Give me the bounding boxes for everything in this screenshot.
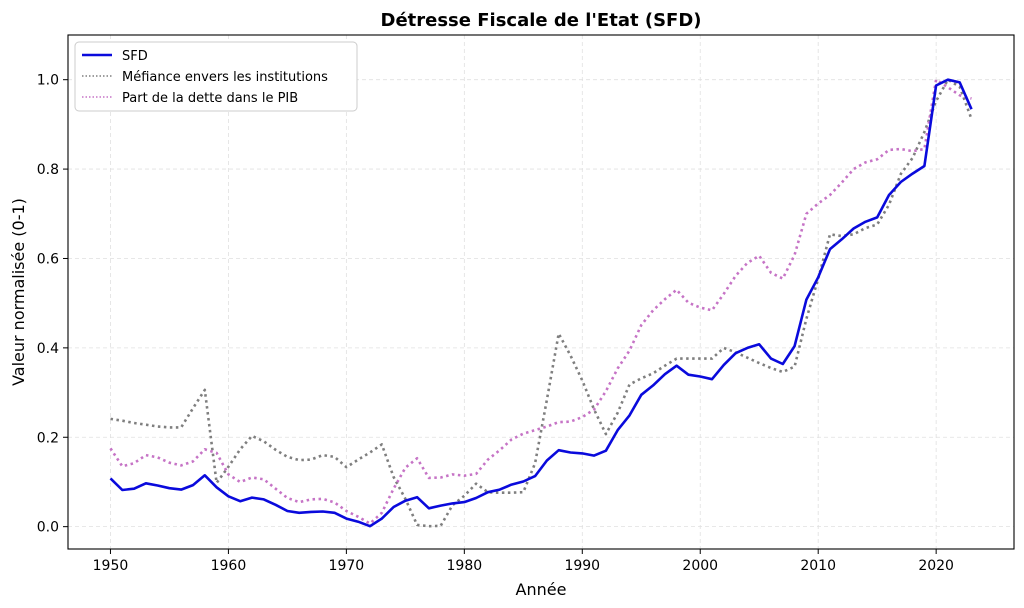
y-tick-label: 0.6	[37, 251, 59, 267]
y-tick-label: 0.4	[37, 341, 59, 357]
series-line-mefiance	[110, 78, 973, 528]
y-axis: 0.0 0.2 0.4 0.6 0.8 1.0	[37, 73, 68, 536]
x-tick-label: 1970	[329, 558, 365, 574]
x-axis: 1950 1960 1970 1980 1990 2000 2010 2020	[93, 549, 954, 574]
series-line-sfd	[109, 78, 973, 528]
y-axis-label: Valeur normalisée (0-1)	[9, 198, 28, 386]
x-tick-label: 1990	[564, 558, 600, 574]
x-tick-label: 1980	[447, 558, 483, 574]
legend-label-mefiance: Méfiance envers les institutions	[122, 70, 328, 85]
legend: SFD Méfiance envers les institutions Part …	[74, 41, 358, 112]
chart-title: Détresse Fiscale de l'Etat (SFD)	[381, 10, 702, 31]
x-tick-label: 2000	[682, 558, 718, 574]
x-tick-label: 1950	[93, 558, 129, 574]
legend-label-dette: Part de la dette dans le PIB	[122, 91, 298, 106]
y-tick-label: 0.0	[37, 520, 59, 536]
legend-label-sfd: SFD	[122, 49, 148, 64]
x-tick-label: 1960	[211, 558, 247, 574]
series-layer	[109, 78, 973, 528]
legend-box	[74, 41, 358, 112]
y-tick-label: 1.0	[37, 73, 59, 89]
plot-frame	[67, 34, 1015, 550]
x-tick-label: 2020	[918, 558, 954, 574]
y-tick-label: 0.2	[37, 430, 59, 446]
x-tick-label: 2010	[800, 558, 836, 574]
x-axis-label: Année	[516, 580, 567, 599]
y-tick-label: 0.8	[37, 162, 59, 178]
